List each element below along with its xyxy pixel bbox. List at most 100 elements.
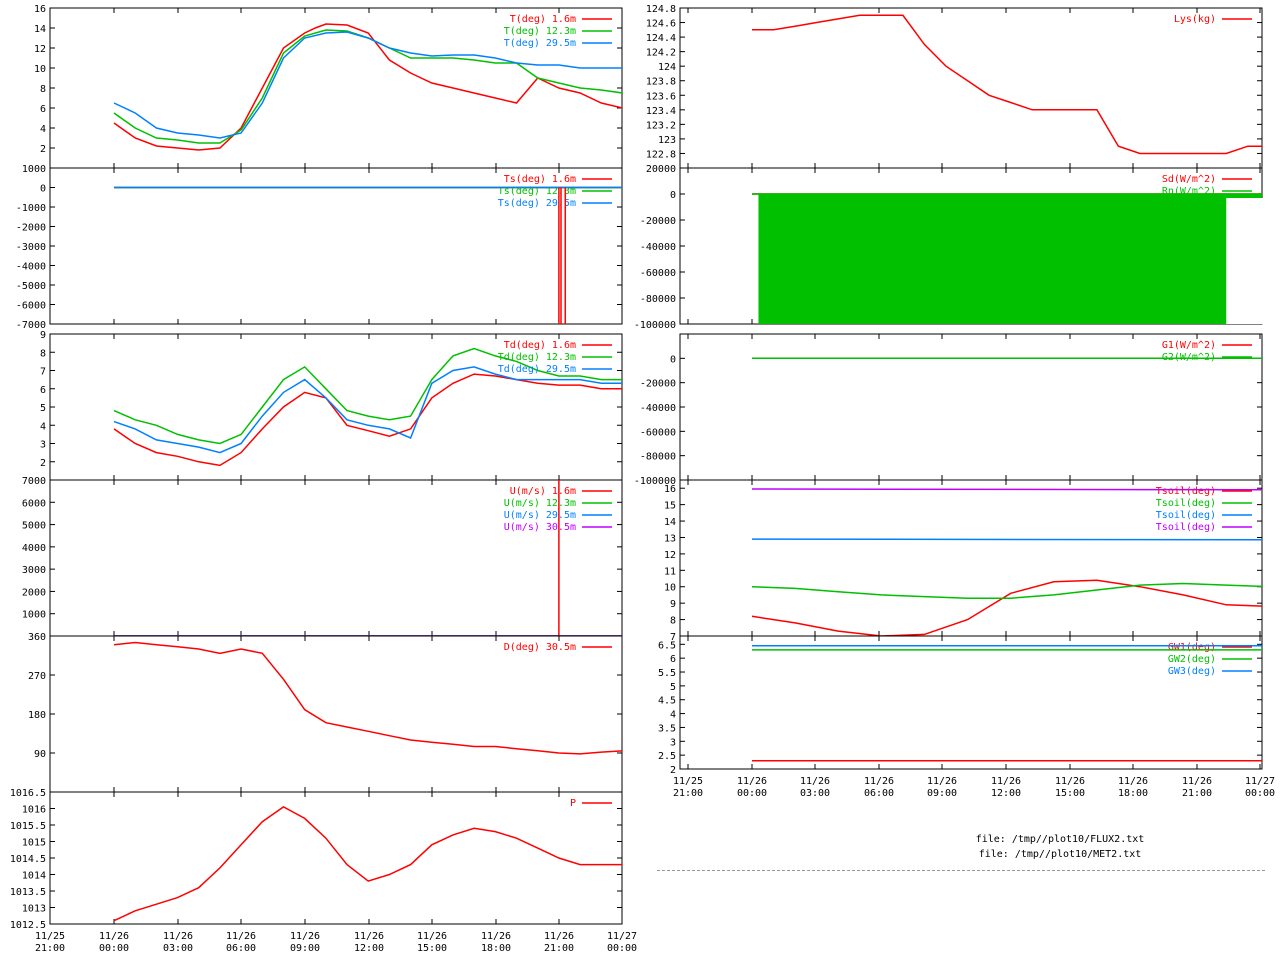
- y-tick-label: -20000: [640, 216, 676, 227]
- x-tick-label-time: 12:00: [354, 943, 384, 954]
- y-tick-label: 6: [40, 385, 46, 396]
- legend-label: Td(deg) 12.3m: [498, 352, 576, 363]
- x-tick-label-day: 11/26: [417, 931, 447, 942]
- x-tick-label-day: 11/26: [864, 776, 894, 787]
- x-tick-label-day: 11/25: [673, 776, 703, 787]
- legend-label: GW3(deg): [1168, 666, 1216, 677]
- legend-label: Td(deg) 29.5m: [498, 364, 576, 375]
- x-tick-label-time: 21:00: [35, 943, 65, 954]
- y-tick-label: 9: [670, 599, 676, 610]
- x-tick-label-time: 00:00: [1245, 788, 1275, 799]
- y-tick-label: 0: [670, 354, 676, 365]
- series-line: [113, 641, 622, 755]
- y-tick-label: 5: [670, 682, 676, 693]
- x-tick-label-day: 11/26: [226, 931, 256, 942]
- legend-label: Tsoil(deg): [1156, 498, 1216, 509]
- y-tick-label: 7: [40, 367, 46, 378]
- panel-frame: [49, 791, 623, 925]
- y-tick-label: -100000: [634, 476, 676, 487]
- x-tick-label-day: 11/26: [737, 776, 767, 787]
- y-tick-label: -6000: [16, 301, 46, 312]
- x-tick-label-day: 11/26: [163, 931, 193, 942]
- y-tick-label: 1013: [22, 904, 46, 915]
- x-tick-label-day: 11/26: [1118, 776, 1148, 787]
- y-tick-label: 2000: [22, 587, 46, 598]
- x-tick-label-day: 11/26: [99, 931, 129, 942]
- x-tick-label-time: 06:00: [226, 943, 256, 954]
- y-tick-label: 1016: [22, 805, 46, 816]
- legend-label: Ts(deg) 29.5m: [498, 198, 576, 209]
- y-tick-label: 2: [670, 765, 676, 776]
- y-tick-label: 12: [34, 44, 46, 55]
- y-tick-label: 8: [670, 616, 676, 627]
- panel-frame: [679, 7, 1263, 169]
- y-tick-label: 6.5: [658, 640, 676, 651]
- series-line: [113, 806, 622, 922]
- legend-label: U(m/s) 30.5m: [504, 522, 576, 533]
- y-tick-label: 6: [670, 654, 676, 665]
- y-tick-label: 1015: [22, 838, 46, 849]
- y-tick-label: 123.4: [646, 106, 676, 117]
- y-tick-label: 5.5: [658, 668, 676, 679]
- y-tick-label: 12: [664, 550, 676, 561]
- series-line: [751, 488, 1262, 491]
- x-tick-label-time: 00:00: [737, 788, 767, 799]
- y-tick-label: 7: [670, 632, 676, 643]
- x-tick-label-time: 06:00: [864, 788, 894, 799]
- y-tick-label: 1014: [22, 871, 46, 882]
- y-tick-label: 180: [28, 710, 46, 721]
- y-tick-label: 1016.5: [10, 788, 46, 799]
- y-tick-label: 2: [40, 458, 46, 469]
- x-tick-label-time: 03:00: [163, 943, 193, 954]
- y-tick-label: -1000: [16, 203, 46, 214]
- y-tick-label: 1012.5: [10, 920, 46, 931]
- y-tick-label: 14: [34, 24, 46, 35]
- x-tick-label-day: 11/27: [1245, 776, 1275, 787]
- legend-label: U(m/s) 1.6m: [510, 486, 576, 497]
- y-tick-label: 8: [40, 348, 46, 359]
- y-tick-label: 3: [670, 737, 676, 748]
- legend-label: U(m/s) 29.5m: [504, 510, 576, 521]
- series-line: [751, 538, 1262, 541]
- legend-label: Rn(W/m^2): [1162, 186, 1216, 197]
- x-tick-label-time: 09:00: [290, 943, 320, 954]
- y-tick-label: 1015.5: [10, 821, 46, 832]
- legend-label: Td(deg) 1.6m: [504, 340, 576, 351]
- legend-label: Tsoil(deg): [1156, 510, 1216, 521]
- x-tick-label-day: 11/26: [927, 776, 957, 787]
- x-tick-label-day: 11/26: [991, 776, 1021, 787]
- y-tick-label: 123: [658, 135, 676, 146]
- series-line: [113, 366, 622, 454]
- rn-gap: [1226, 198, 1265, 324]
- y-tick-label: 1013.5: [10, 887, 46, 898]
- y-tick-label: 2.5: [658, 751, 676, 762]
- y-tick-label: 124.4: [646, 33, 676, 44]
- legend-label: D(deg) 30.5m: [504, 642, 576, 653]
- y-tick-label: 2: [40, 144, 46, 155]
- x-tick-label-time: 03:00: [800, 788, 830, 799]
- y-tick-label: 90: [34, 749, 46, 760]
- x-tick-label-time: 12:00: [991, 788, 1021, 799]
- x-tick-label-time: 21:00: [544, 943, 574, 954]
- x-tick-label-day: 11/26: [800, 776, 830, 787]
- y-tick-label: 1000: [22, 164, 46, 175]
- legend-label: Lys(kg): [1174, 14, 1216, 25]
- x-tick-label-time: 00:00: [99, 943, 129, 954]
- legend-label: T(deg) 1.6m: [510, 14, 576, 25]
- y-tick-label: 6000: [22, 498, 46, 509]
- y-tick-label: -4000: [16, 262, 46, 273]
- legend-label: Tsoil(deg): [1156, 522, 1216, 533]
- y-tick-label: 4: [40, 421, 46, 432]
- y-tick-label: 14: [664, 517, 676, 528]
- x-tick-label-day: 11/25: [35, 931, 65, 942]
- x-tick-label-day: 11/26: [1055, 776, 1085, 787]
- x-tick-label-time: 18:00: [481, 943, 511, 954]
- y-tick-label: -20000: [640, 379, 676, 390]
- y-tick-label: 7000: [22, 476, 46, 487]
- legend-label: U(m/s) 12.3m: [504, 498, 576, 509]
- file-label-flux: file: /tmp//plot10/FLUX2.txt: [975, 834, 1145, 845]
- y-tick-label: -80000: [640, 452, 676, 463]
- rn-dense-band: [758, 194, 1262, 324]
- y-tick-label: 122.8: [646, 149, 676, 160]
- legend-label: GW2(deg): [1168, 654, 1216, 665]
